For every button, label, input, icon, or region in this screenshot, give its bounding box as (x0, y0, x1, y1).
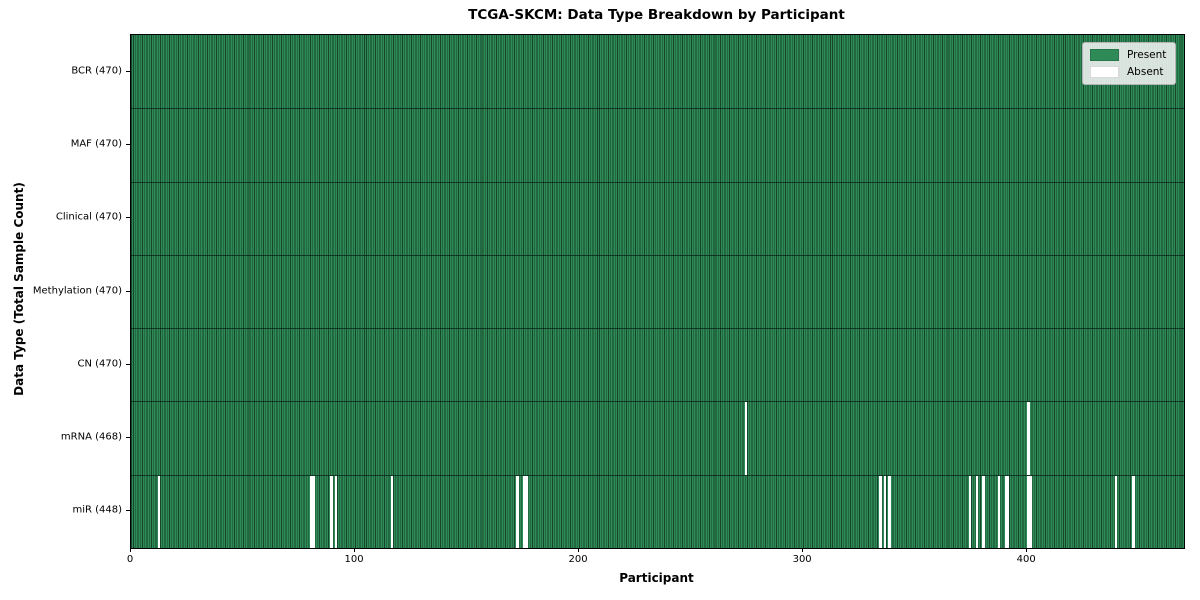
absent-cell (975, 475, 979, 548)
absent-cell (390, 475, 394, 548)
heatmap-plot (130, 34, 1185, 549)
x-tick-mark (578, 548, 580, 553)
absent-cell (1114, 475, 1117, 548)
legend: Present Absent (1082, 42, 1177, 85)
x-tick-label-300: 300 (792, 554, 812, 565)
y-tick-label-bcr: BCR (470) (71, 65, 122, 77)
absent-cell (1027, 402, 1030, 475)
y-tick-label-maf: MAF (470) (70, 138, 122, 150)
absent-cell (523, 475, 526, 548)
y-tick-mark (126, 217, 130, 219)
legend-label-absent: Absent (1127, 65, 1164, 78)
absent-cell (888, 475, 891, 548)
x-tick-mark (802, 548, 804, 553)
absent-cell (1004, 475, 1008, 548)
absent-cell (968, 475, 972, 548)
y-tick-label-mrna: mRNA (468) (60, 431, 122, 443)
absent-cell (879, 475, 882, 548)
x-tick-mark (354, 548, 356, 553)
x-tick-mark (130, 548, 131, 553)
chart-title: TCGA-SKCM: Data Type Breakdown by Partic… (468, 7, 845, 23)
absent-cell (1027, 475, 1030, 548)
x-tick-label-100: 100 (344, 554, 364, 565)
absent-cell (334, 475, 338, 548)
absent-cell (1029, 475, 1032, 548)
present-swatch-icon (1090, 49, 1119, 61)
legend-label-present: Present (1127, 48, 1167, 61)
y-tick-label-clinical: Clinical (470) (55, 211, 122, 223)
y-tick-mark (126, 70, 130, 72)
x-axis-label: Participant (619, 571, 694, 585)
legend-item-absent: Absent (1090, 66, 1166, 78)
y-tick-mark (126, 290, 130, 292)
heatmap-row-maf (131, 108, 1184, 181)
heatmap-row-clinical (131, 181, 1184, 255)
absent-cell (157, 475, 161, 548)
absent-cell (310, 475, 313, 548)
heatmap-row-mir (131, 474, 1184, 548)
absent-cell (516, 475, 519, 548)
y-tick-mark (126, 510, 130, 512)
absent-cell (744, 402, 748, 475)
y-tick-mark (126, 143, 130, 145)
y-tick-mark (126, 437, 130, 439)
heatmap-row-mrna (131, 401, 1184, 475)
absent-cell (883, 475, 887, 548)
x-tick-mark (1026, 548, 1028, 553)
y-axis-label: Data Type (Total Sample Count) (12, 182, 26, 396)
absent-cell (1007, 475, 1010, 548)
absent-cell (998, 475, 1001, 548)
heatmap-row-methylation (131, 254, 1184, 328)
absent-cell (312, 475, 315, 548)
y-tick-label-cn: CN (470) (77, 358, 122, 370)
y-tick-label-mir: miR (448) (72, 504, 122, 516)
legend-item-present: Present (1090, 49, 1166, 61)
heatmap-row-bcr (131, 35, 1184, 108)
heatmap-row-cn (131, 328, 1184, 401)
y-tick-label-methylation: Methylation (470) (32, 285, 122, 296)
y-tick-mark (126, 363, 130, 365)
x-tick-label-200: 200 (568, 554, 588, 565)
absent-swatch-icon (1090, 66, 1119, 78)
x-tick-label-0: 0 (126, 554, 134, 565)
x-tick-label-400: 400 (1016, 554, 1036, 565)
absent-cell (982, 475, 985, 548)
absent-cell (330, 475, 333, 548)
absent-cell (1132, 475, 1135, 548)
absent-cell (525, 475, 528, 548)
